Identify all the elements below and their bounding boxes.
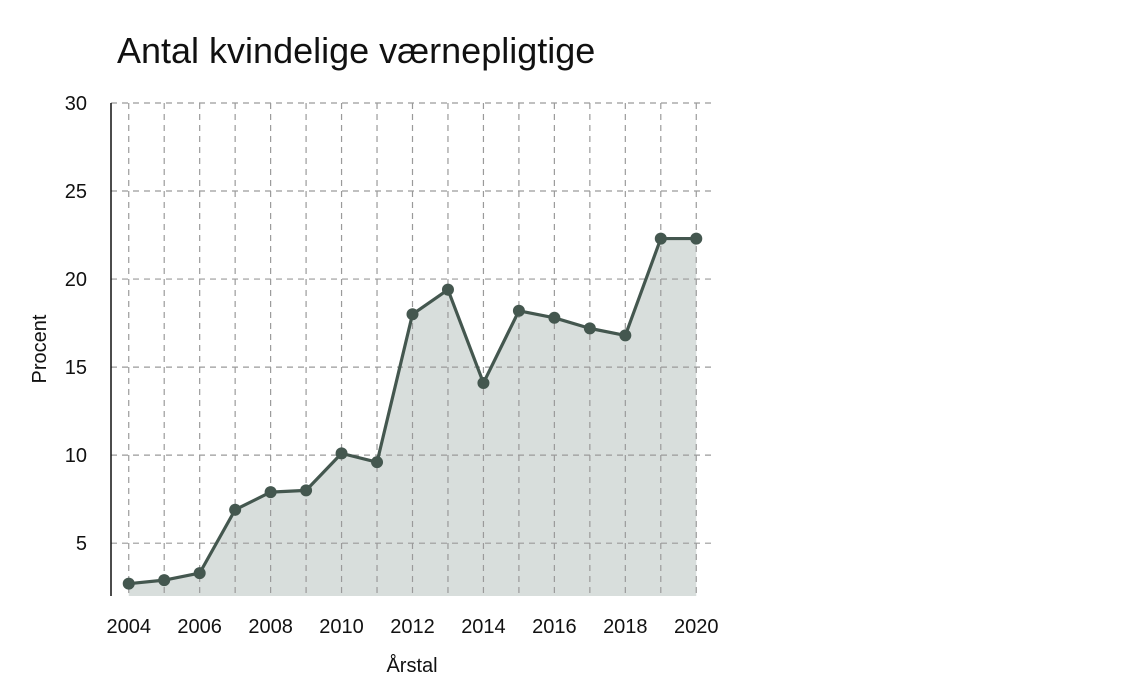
- y-tick-label: 10: [65, 445, 87, 467]
- data-point: [371, 456, 384, 469]
- y-tick-label: 20: [65, 269, 87, 291]
- data-point: [300, 484, 313, 497]
- y-axis-label: Procent: [29, 314, 51, 383]
- data-point: [654, 232, 667, 245]
- x-tick-label: 2004: [106, 616, 151, 638]
- data-point: [406, 308, 419, 321]
- x-tick-label: 2020: [674, 616, 719, 638]
- x-tick-label: 2016: [532, 616, 577, 638]
- x-tick-label: 2006: [177, 616, 222, 638]
- y-tick-label: 5: [76, 533, 87, 555]
- data-point: [512, 304, 525, 317]
- x-tick-label: 2018: [603, 616, 648, 638]
- data-point: [583, 322, 596, 335]
- data-point: [441, 283, 454, 296]
- data-point: [477, 376, 490, 389]
- data-point: [264, 486, 277, 499]
- chart-title: Antal kvindelige værnepligtige: [117, 30, 595, 71]
- data-point: [335, 447, 348, 460]
- data-point: [158, 574, 171, 587]
- y-tick-label: 30: [65, 93, 87, 115]
- x-tick-label: 2014: [461, 616, 506, 638]
- data-point: [619, 329, 632, 342]
- data-point: [548, 311, 561, 324]
- x-tick-label: 2010: [319, 616, 364, 638]
- data-point: [690, 232, 703, 245]
- y-tick-label: 15: [65, 357, 87, 379]
- data-point: [193, 567, 206, 580]
- y-tick-label: 25: [65, 181, 87, 203]
- x-axis-label: Årstal: [386, 654, 437, 677]
- data-point: [229, 503, 242, 516]
- data-point: [122, 577, 135, 590]
- x-tick-label: 2012: [390, 616, 435, 638]
- x-tick-label: 2008: [248, 616, 293, 638]
- plot-area: 5 10 15 20 25 30 2004 2006 2008 2010 2012 2014 2016 2…: [65, 93, 719, 638]
